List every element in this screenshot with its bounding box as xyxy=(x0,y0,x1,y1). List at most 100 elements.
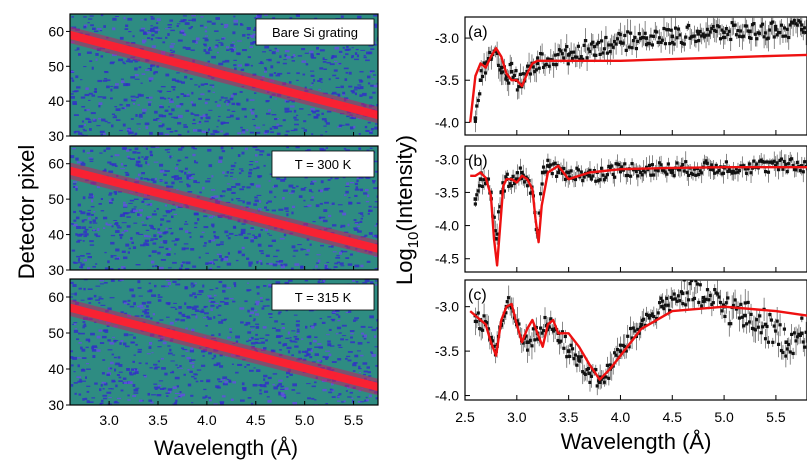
heatmap-noise xyxy=(82,325,87,328)
data-point xyxy=(647,42,652,46)
heatmap-noise xyxy=(132,35,135,38)
heatmap-noise xyxy=(181,355,185,357)
heatmap-noise xyxy=(167,388,173,391)
heatmap-noise xyxy=(238,172,242,175)
heatmap-noise xyxy=(212,85,215,88)
heatmap-noise xyxy=(347,223,350,227)
data-point xyxy=(499,190,504,195)
heatmap-noise xyxy=(242,200,245,204)
heatmap-noise xyxy=(82,321,86,323)
heatmap-noise xyxy=(141,301,146,305)
heatmap-noise xyxy=(82,327,85,329)
data-point xyxy=(762,160,766,164)
data-point xyxy=(535,61,540,66)
x-tick-label: 4.0 xyxy=(611,409,631,425)
heatmap-noise xyxy=(224,297,229,300)
heatmap-noise xyxy=(169,45,174,48)
heatmap-noise xyxy=(195,161,199,164)
heatmap-noise xyxy=(183,315,188,317)
heatmap-noise xyxy=(274,118,278,121)
panel-label-box xyxy=(255,18,375,46)
heatmap-noise xyxy=(97,79,102,83)
heatmap-noise xyxy=(177,206,183,208)
heatmap-noise xyxy=(120,80,125,84)
data-point xyxy=(737,34,742,38)
data-point xyxy=(801,30,805,34)
data-point xyxy=(784,162,788,166)
heatmap-noise xyxy=(173,213,178,215)
heatmap-noise xyxy=(267,279,273,281)
heatmap-noise xyxy=(249,168,253,171)
heatmap-noise xyxy=(134,371,139,374)
heatmap-noise xyxy=(191,146,195,149)
heatmap-noise xyxy=(331,382,334,386)
heatmap-noise xyxy=(165,210,170,212)
heatmap-noise xyxy=(268,234,273,236)
y-tick-label: 30 xyxy=(48,128,64,144)
heatmap-noise xyxy=(194,295,197,299)
data-point xyxy=(478,177,483,181)
heatmap-noise xyxy=(231,147,234,150)
heatmap-noise xyxy=(88,196,94,199)
heatmap-noise xyxy=(263,285,267,287)
heatmap-noise xyxy=(192,365,195,368)
data-point xyxy=(698,29,702,34)
heatmap-noise xyxy=(263,378,266,381)
heatmap-noise xyxy=(195,37,200,41)
y-tick-label: -3.5 xyxy=(435,343,459,359)
data-point xyxy=(685,25,689,29)
heatmap-noise xyxy=(111,198,114,201)
heatmap-noise xyxy=(178,367,183,369)
heatmap-noise xyxy=(269,173,273,175)
heatmap-noise xyxy=(130,76,135,79)
heatmap-noise xyxy=(126,104,131,107)
data-point xyxy=(790,332,794,337)
heatmap-noise xyxy=(263,347,267,350)
heatmap-noise xyxy=(325,350,330,352)
heatmap-noise xyxy=(229,114,234,118)
heatmap-noise xyxy=(231,110,236,112)
data-point xyxy=(591,40,595,44)
heatmap-noise xyxy=(292,383,297,387)
heatmap-noise xyxy=(319,49,325,52)
heatmap-noise xyxy=(77,262,82,264)
heatmap-noise xyxy=(112,53,117,57)
heatmap-noise xyxy=(291,245,296,249)
heatmap-noise xyxy=(85,117,90,120)
data-point xyxy=(803,26,807,30)
heatmap-noise xyxy=(366,399,369,402)
data-point xyxy=(618,32,623,37)
heatmap-noise xyxy=(374,126,378,130)
heatmap-noise xyxy=(340,53,343,55)
y-tick-label: 40 xyxy=(48,93,64,109)
heatmap-noise xyxy=(337,94,341,97)
heatmap-noise xyxy=(222,289,226,293)
heatmap-noise xyxy=(364,234,368,237)
heatmap-noise xyxy=(73,185,76,188)
heatmap-noise xyxy=(163,254,167,256)
heatmap-noise xyxy=(366,260,371,263)
heatmap-noise xyxy=(180,319,185,322)
heatmap-noise xyxy=(215,39,220,41)
heatmap-noise xyxy=(252,320,256,322)
heatmap-noise xyxy=(104,71,108,73)
data-point xyxy=(662,307,666,311)
heatmap-noise xyxy=(77,203,81,207)
heatmap-noise xyxy=(72,183,77,185)
heatmap-noise xyxy=(216,243,221,246)
heatmap-noise xyxy=(305,325,308,329)
heatmap-noise xyxy=(349,330,355,332)
heatmap-noise xyxy=(170,232,174,235)
heatmap-noise xyxy=(335,256,341,259)
heatmap-noise xyxy=(314,17,318,20)
heatmap-noise xyxy=(168,210,172,212)
heatmap-noise xyxy=(106,373,110,376)
heatmap-noise xyxy=(203,317,207,319)
data-point xyxy=(745,322,749,326)
spectrum-panel-2: -3.0-3.5-4.02.5 3.0 3.5 4.0 4.5 5.0 5.5(c) xyxy=(435,279,807,425)
heatmap-noise xyxy=(175,364,178,366)
data-point xyxy=(720,309,724,313)
heatmap-noise xyxy=(110,88,113,92)
heatmap-noise xyxy=(362,362,368,365)
heatmap-noise xyxy=(114,192,117,195)
